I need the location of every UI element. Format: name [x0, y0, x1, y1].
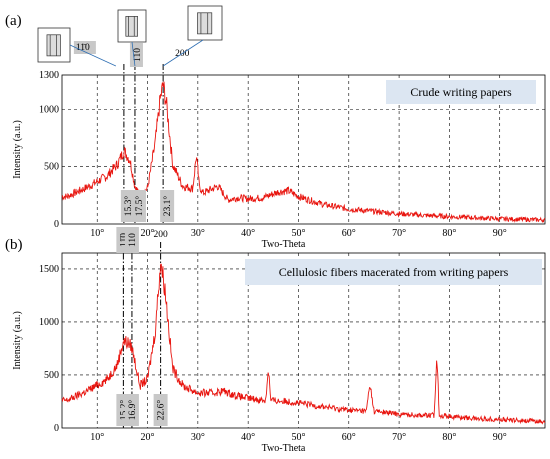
peak-value-label: 23.1° — [162, 196, 173, 217]
x-tick-label: 10° — [90, 228, 104, 239]
x-tick-label: 50° — [291, 432, 305, 443]
x-axis-label: Two-Theta — [262, 443, 306, 454]
chart-title-box — [245, 259, 542, 285]
peak-value-box — [160, 190, 175, 222]
peak-value-box — [153, 394, 168, 426]
plane-label: 200 — [153, 230, 168, 240]
x-tick-label: 10° — [90, 432, 104, 443]
x-tick-label: 20° — [141, 228, 155, 239]
peak-value-box — [120, 190, 135, 222]
x-tick-label: 70° — [392, 228, 406, 239]
chart-panel-a: (a) 10° 20° 30° 40° 50° 60° 70° 80° 90° 0 500 1000 13… — [5, 5, 546, 250]
x-tick-label: 20° — [141, 432, 155, 443]
cell-face — [125, 16, 138, 37]
crystal-cell-icon — [37, 27, 71, 63]
y-tick-label: 0 — [54, 423, 59, 434]
x-tick-label: 30° — [191, 432, 205, 443]
panel-label: (b) — [5, 237, 23, 253]
y-axis-label: Intensity (a.u.) — [12, 311, 23, 370]
chart-title: Cellulosic fibers macerated from writing… — [279, 265, 509, 279]
peak-value-label: 16.9° — [127, 400, 138, 421]
x-tick-label: 80° — [442, 228, 456, 239]
y-tick-label: 1500 — [39, 264, 59, 275]
cell-connector-line — [69, 44, 117, 67]
chart-panel-b: (b) 10° 20° 30° 40° 50° 60° 70° 80° 90° 0 500 1000 15… — [5, 227, 546, 454]
x-tick-label: 60° — [342, 228, 356, 239]
peak-value-label: 17.5° — [134, 196, 145, 217]
x-tick-label: 60° — [342, 432, 356, 443]
x-axis-label: Two-Theta — [262, 239, 306, 250]
cell-connector-line — [162, 39, 204, 67]
data-series-line — [61, 263, 546, 425]
y-tick-label: 0 — [54, 219, 59, 230]
chart-title: Crude writing papers — [410, 85, 512, 99]
plot-frame — [61, 252, 546, 429]
peak-value-box — [131, 190, 146, 222]
plane-label-box — [124, 227, 139, 253]
peak-value-box — [124, 394, 139, 426]
y-tick-label: 1000 — [39, 317, 59, 328]
plot-frame — [61, 74, 546, 225]
x-tick-label: 80° — [442, 432, 456, 443]
x-tick-label: 90° — [493, 228, 507, 239]
cell-face — [46, 34, 61, 57]
x-tick-label: 90° — [493, 432, 507, 443]
plane-label-box — [73, 41, 96, 54]
plane-label: 200 — [175, 49, 190, 59]
y-tick-label: 1000 — [39, 104, 59, 115]
y-tick-label: 500 — [44, 162, 59, 173]
peak-value-label: 15.3° — [123, 196, 134, 217]
crystal-cell-icon — [117, 9, 147, 43]
y-tick-label: 1300 — [39, 70, 59, 81]
x-tick-label: 50° — [291, 228, 305, 239]
y-tick-label: 500 — [44, 370, 59, 381]
panel-label: (a) — [5, 13, 22, 29]
cell-face — [197, 12, 213, 35]
y-axis-label: Intensity (a.u.) — [12, 120, 23, 179]
crystal-cell-icon — [187, 5, 223, 41]
plane-label: 110 — [128, 233, 138, 247]
x-tick-label: 70° — [392, 432, 406, 443]
x-tick-label: 30° — [191, 228, 205, 239]
plane-label: 11̄0 — [119, 233, 129, 247]
chart-title-box — [386, 80, 536, 104]
x-tick-label: 40° — [241, 228, 255, 239]
cell-connector-line — [131, 41, 136, 67]
peak-value-label: 15.2° — [118, 400, 129, 421]
peak-value-label: 22.6° — [156, 400, 167, 421]
plane-label: 110 — [133, 48, 143, 62]
x-tick-label: 40° — [241, 432, 255, 443]
plane-label: 11̄0 — [76, 43, 90, 53]
